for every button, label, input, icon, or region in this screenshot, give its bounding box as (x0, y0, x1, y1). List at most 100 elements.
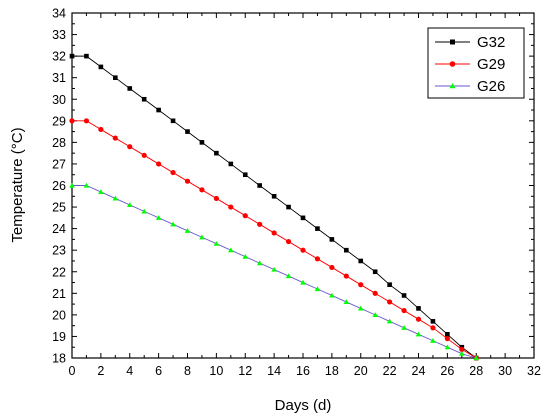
data-point (372, 290, 378, 296)
legend: G32 G29 G26 (427, 27, 525, 99)
y-tick-label: 19 (52, 330, 66, 344)
series-layer (69, 53, 480, 361)
data-point (343, 299, 350, 305)
x-tick-label: 6 (155, 364, 162, 378)
data-point (170, 118, 176, 124)
data-point (242, 213, 248, 219)
data-point (156, 161, 162, 167)
data-point (401, 325, 407, 330)
data-point (126, 202, 133, 207)
data-point (98, 64, 104, 70)
data-point (69, 182, 75, 188)
x-tick-label: 24 (412, 364, 426, 378)
data-point (430, 325, 436, 331)
data-point (401, 293, 407, 298)
data-point (242, 253, 249, 259)
y-axis-title: Temperature (°C) (9, 127, 26, 242)
data-point (213, 240, 220, 246)
series-g32 (69, 53, 479, 361)
data-point (98, 126, 104, 133)
x-tick-label: 10 (209, 364, 223, 378)
data-point (445, 331, 450, 337)
y-tick-label: 18 (52, 352, 66, 366)
data-point (170, 221, 176, 227)
x-tick-label: 14 (267, 364, 281, 378)
legend-label: G26 (477, 78, 505, 95)
data-point (257, 183, 262, 188)
series-g26 (69, 182, 480, 361)
data-point (357, 305, 364, 311)
data-point (199, 234, 205, 240)
y-tick-label: 25 (52, 201, 66, 215)
data-point (358, 282, 364, 288)
data-point (256, 260, 263, 266)
data-point (329, 264, 335, 271)
legend-swatch-marker (450, 39, 455, 45)
data-point (271, 230, 277, 236)
data-point (315, 226, 320, 231)
legend-swatch-marker (449, 61, 456, 67)
data-point (257, 221, 263, 227)
data-point (98, 189, 104, 195)
data-point (127, 86, 133, 91)
y-tick-label: 28 (52, 136, 66, 150)
data-point (271, 193, 277, 199)
legend-item: G26 (435, 78, 505, 95)
legend-label: G32 (477, 34, 505, 51)
data-point (271, 266, 277, 272)
x-tick-label: 16 (296, 364, 310, 378)
data-point (344, 247, 349, 253)
data-point (69, 53, 75, 59)
data-point (83, 182, 90, 188)
x-tick-label: 4 (126, 364, 133, 378)
legend-item: G29 (435, 56, 505, 73)
data-point (372, 312, 378, 317)
data-point (415, 316, 422, 322)
x-tick-label: 22 (383, 364, 397, 378)
data-point (444, 335, 450, 342)
data-point (199, 187, 205, 193)
x-tick-label: 30 (498, 364, 512, 378)
data-point (127, 144, 133, 150)
data-point (372, 269, 378, 275)
data-point (214, 150, 219, 156)
data-point (459, 346, 465, 352)
data-point (228, 247, 234, 253)
data-point (300, 215, 306, 221)
y-tick-label: 22 (52, 265, 66, 279)
y-tick-label: 29 (52, 114, 66, 128)
x-tick-label: 2 (97, 364, 104, 378)
y-tick-label: 33 (52, 28, 66, 42)
data-point (141, 208, 147, 214)
data-point (430, 337, 436, 343)
data-point (329, 292, 335, 298)
x-tick-label: 18 (325, 364, 339, 378)
data-point (185, 129, 190, 134)
data-point (343, 273, 349, 279)
legend-label: G29 (477, 56, 505, 73)
data-point (69, 118, 75, 124)
data-point (430, 319, 436, 324)
x-axis-title: Days (d) (275, 397, 332, 414)
data-point (286, 204, 291, 210)
data-point (228, 204, 234, 210)
y-tick-label: 30 (52, 93, 66, 107)
x-tick-label: 12 (238, 364, 252, 378)
data-point (213, 195, 219, 202)
data-point (83, 118, 90, 124)
data-point (155, 215, 162, 220)
data-point (285, 238, 292, 245)
y-tick-label: 21 (52, 287, 66, 301)
data-point (156, 107, 161, 113)
y-tick-label: 20 (52, 308, 66, 322)
data-point (113, 75, 118, 80)
data-point (170, 169, 176, 176)
data-point (112, 195, 119, 201)
data-point (329, 237, 335, 242)
data-point (184, 178, 191, 184)
data-point (358, 258, 364, 264)
x-tick-label: 28 (469, 364, 483, 378)
data-point (415, 331, 422, 337)
